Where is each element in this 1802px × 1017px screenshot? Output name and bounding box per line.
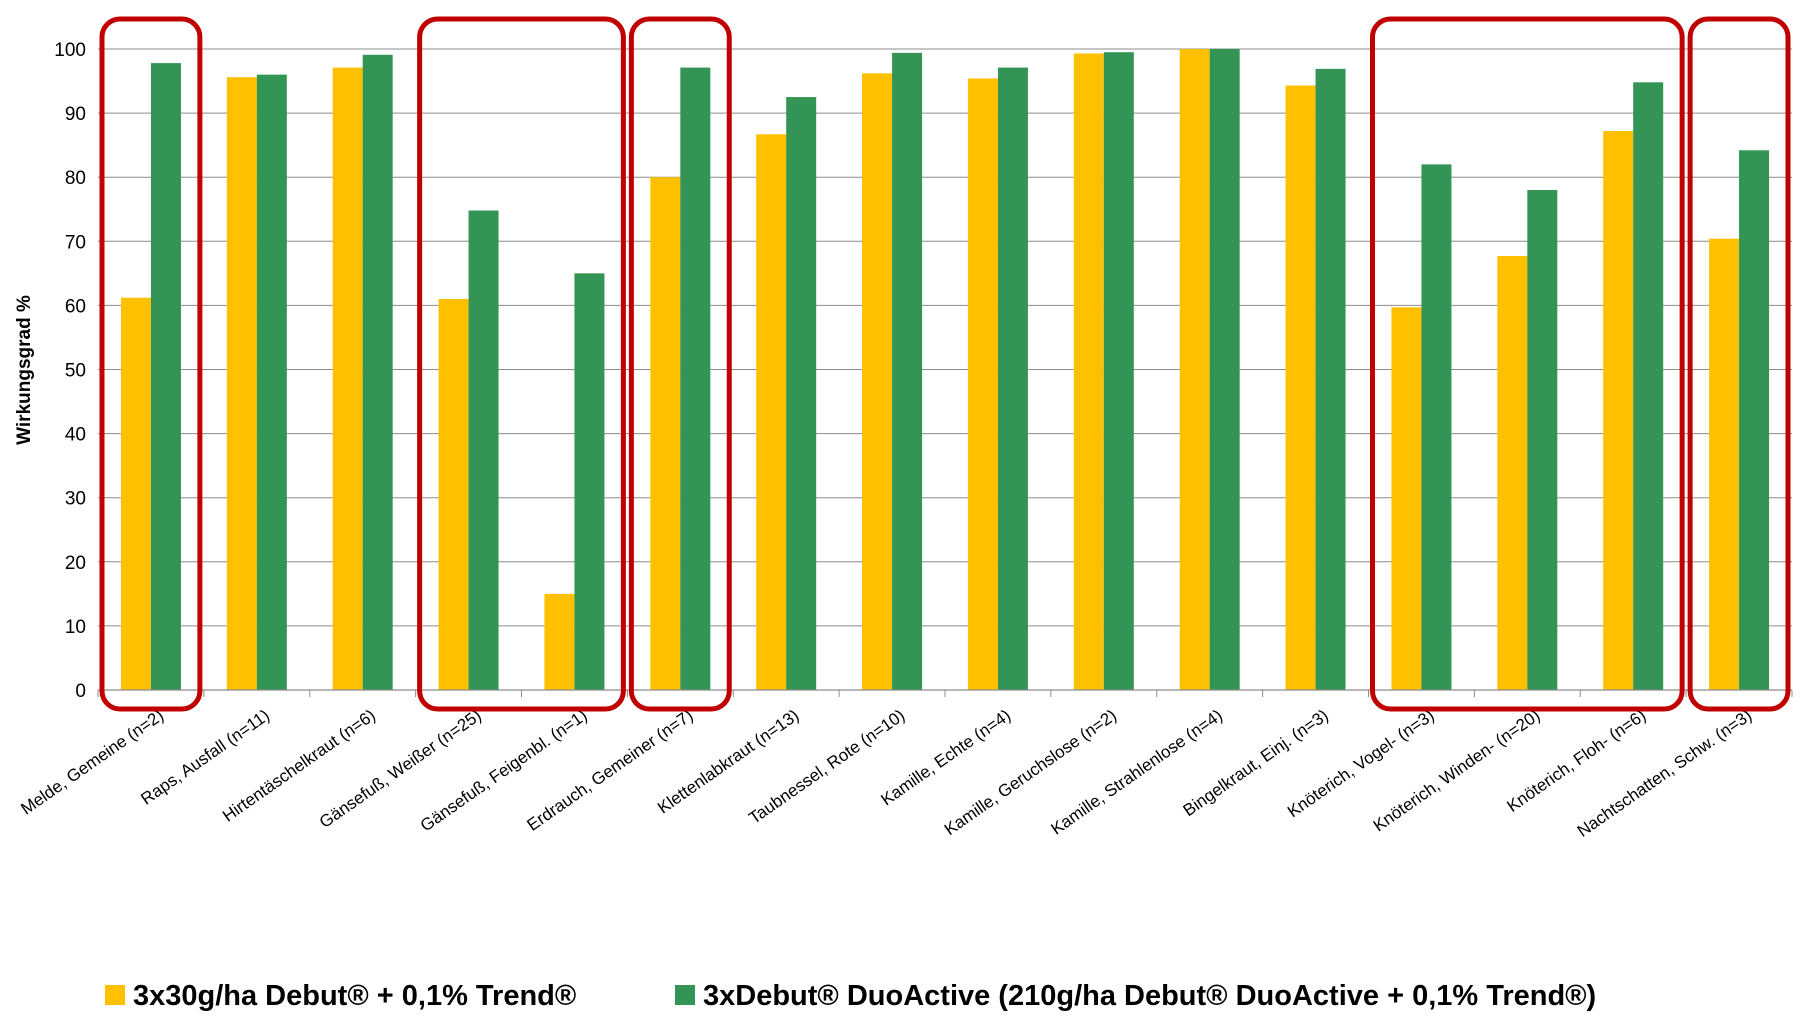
highlight-box [417, 16, 626, 712]
y-tick-label: 90 [65, 104, 86, 125]
bar-series-1 [1285, 85, 1316, 691]
bar-series-2 [150, 63, 181, 691]
y-axis-label: Wirkungsgrad % [14, 295, 35, 445]
bar-series-1 [544, 593, 575, 690]
bar-series-2 [1209, 49, 1240, 690]
y-tick-label: 60 [65, 296, 86, 317]
bar-series-1 [1497, 256, 1528, 690]
highlight-boxes [99, 16, 1791, 712]
y-tick-label: 50 [65, 361, 86, 382]
bar-series-2 [1527, 190, 1558, 690]
highlight-box [628, 16, 732, 712]
bar-series-1 [120, 297, 151, 690]
y-tick-label: 10 [65, 617, 86, 638]
bar-series-2 [362, 54, 393, 691]
bar-series-1 [756, 134, 787, 691]
x-tick-label: Knöterich, Winden- (n=20) [1370, 706, 1544, 836]
bar-series-2 [786, 97, 817, 690]
bar-series-1 [1179, 49, 1210, 690]
x-axis [97, 689, 1793, 697]
legend-swatch-2 [675, 985, 695, 1005]
bar-series-2 [468, 210, 499, 691]
x-tick-label: Nachtschatten, Schw. (n=3) [1574, 706, 1756, 841]
x-tick-label: Gänsefuß, Feigenbl. (n=1) [417, 706, 591, 836]
legend-label-2: 3xDebut® DuoActive (210g/ha Debut® DuoAc… [703, 980, 1596, 1012]
x-tick-label: Kamille, Strahlenlose (n=4) [1048, 706, 1226, 839]
bar-series-1 [1709, 238, 1740, 690]
bar-series-1 [438, 298, 469, 690]
y-tick-label: 80 [65, 168, 86, 189]
y-tick-label: 20 [65, 553, 86, 574]
highlight-box [1370, 16, 1685, 712]
x-axis-labels: Melde, Gemeine (n=2)Raps, Ausfall (n=11)… [17, 706, 1755, 841]
bar-series-1 [332, 67, 363, 691]
bar-series-2 [1633, 82, 1664, 690]
bar-series-2 [1315, 68, 1346, 691]
bar-series-2 [1739, 150, 1770, 690]
highlight-box [1687, 16, 1791, 712]
bar-series-2 [256, 74, 287, 690]
bar-series-2 [1103, 52, 1134, 690]
highlight-box [99, 16, 203, 712]
legend-swatch-1 [105, 985, 125, 1005]
bar-series-1 [1391, 307, 1422, 690]
x-tick-label: Kamille, Geruchslose (n=2) [941, 706, 1120, 839]
y-tick-label: 0 [75, 681, 86, 702]
y-tick-label: 100 [54, 40, 86, 61]
bar-series-2 [1421, 164, 1452, 690]
bar-series-2 [997, 67, 1028, 691]
legend-label-1: 3x30g/ha Debut® + 0,1% Trend® [133, 980, 576, 1012]
y-axis-ticks: 0 10 20 30 40 50 60 70 80 90 100 [54, 40, 86, 702]
bar-series-1 [862, 73, 893, 690]
legend: 3x30g/ha Debut® + 0,1% Trend® 3xDebut® Du… [105, 980, 1596, 1012]
bar-series-1 [226, 77, 257, 691]
y-tick-label: 40 [65, 425, 86, 446]
bars [120, 49, 1770, 691]
bar-series-2 [892, 52, 923, 690]
x-tick-label: Erdrauch, Gemeiner (n=7) [524, 706, 697, 835]
bar-series-2 [680, 67, 711, 691]
bar-series-1 [650, 177, 681, 690]
bar-series-1 [1073, 53, 1104, 690]
bar-series-2 [574, 273, 605, 690]
bar-series-1 [967, 78, 998, 690]
bar-series-1 [1603, 131, 1634, 691]
y-tick-label: 70 [65, 232, 86, 253]
y-tick-label: 30 [65, 489, 86, 510]
